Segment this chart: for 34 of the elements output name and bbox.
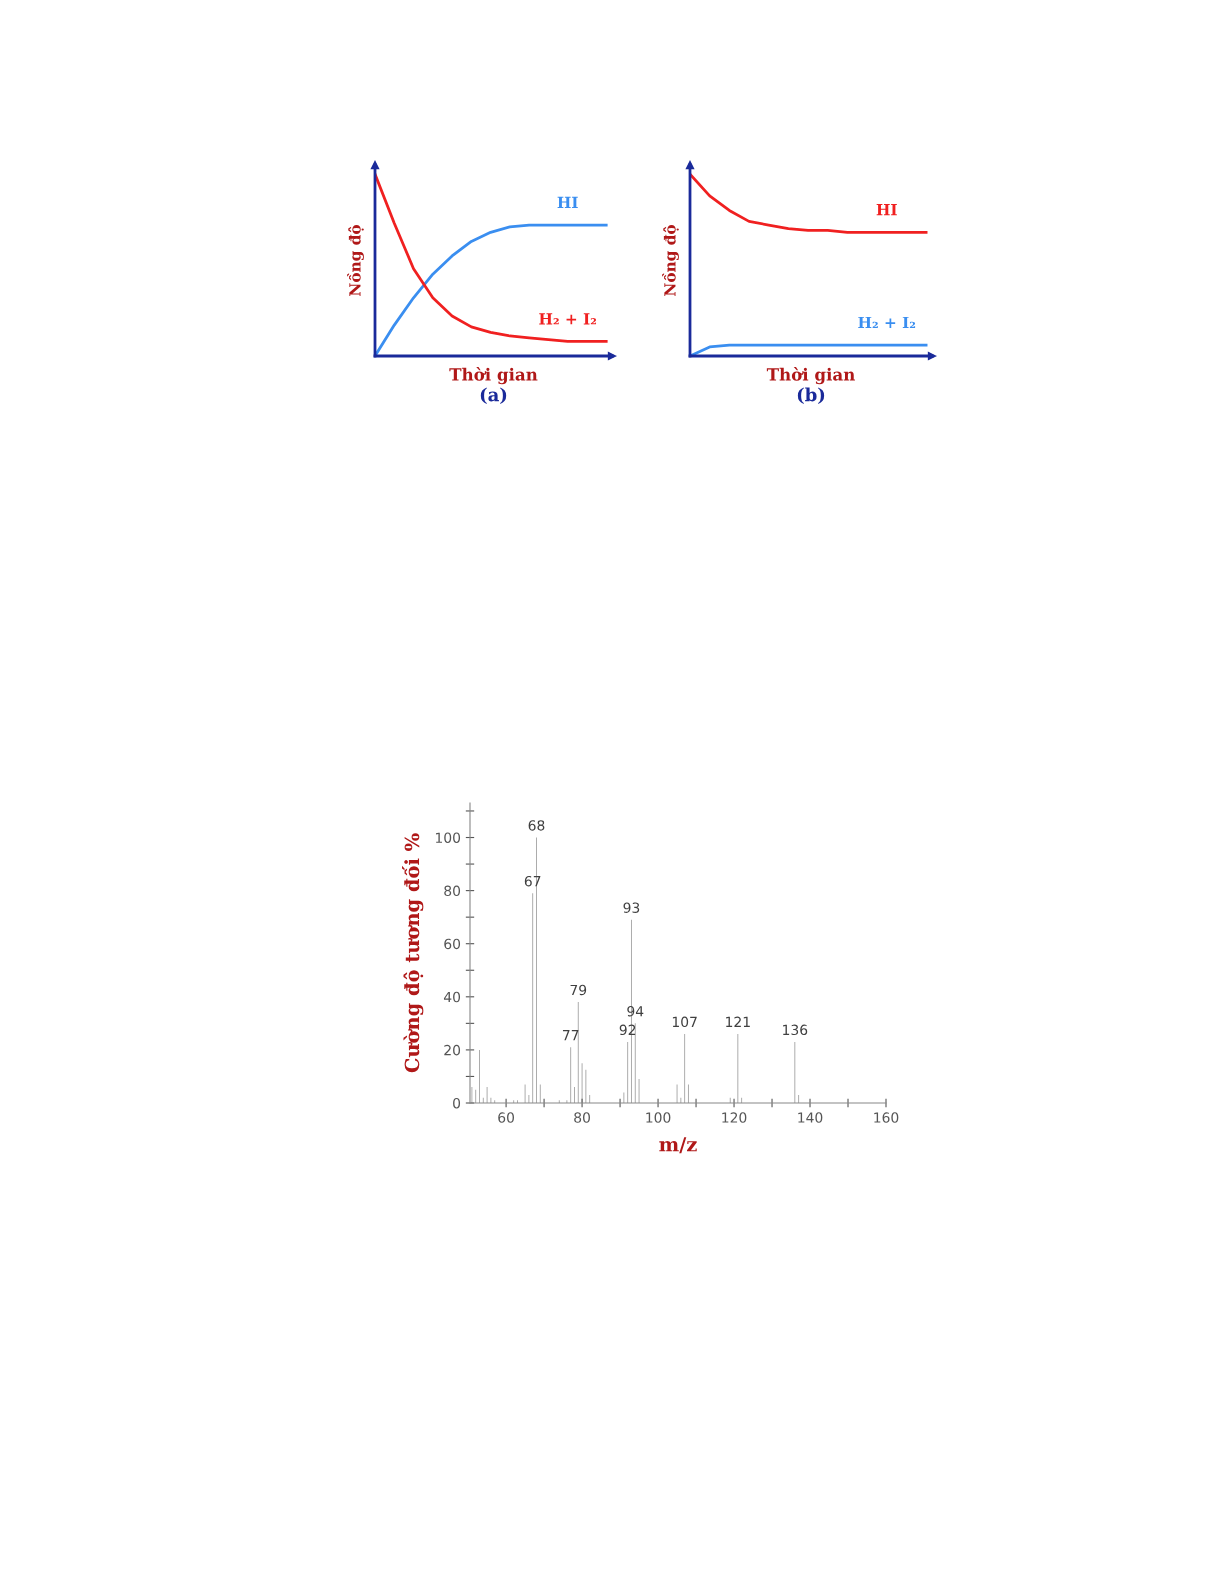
text: (b) bbox=[797, 387, 825, 404]
x-tick-label: 160 bbox=[874, 1112, 899, 1123]
y-tick-label: 0 bbox=[453, 1097, 461, 1109]
x-axis-title: Thời gian bbox=[766, 367, 855, 385]
annotation: H₂ + I₂ bbox=[539, 313, 597, 325]
y-tick-label: 80 bbox=[444, 885, 461, 897]
annotation: 93 bbox=[623, 902, 640, 913]
y-tick-label: 20 bbox=[444, 1044, 461, 1056]
x-tick-label: 140 bbox=[798, 1112, 823, 1123]
x-axis-title: m/z bbox=[659, 1137, 697, 1154]
text: (a) bbox=[480, 387, 507, 404]
x-axis-title: Thời gian bbox=[449, 367, 538, 385]
annotation: 68 bbox=[528, 820, 545, 831]
x-tick-label: 100 bbox=[646, 1112, 671, 1123]
y-tick-label: 60 bbox=[444, 938, 461, 950]
annotation: 94 bbox=[627, 1005, 644, 1017]
annotation: 79 bbox=[570, 984, 587, 996]
annotation: 77 bbox=[562, 1030, 579, 1041]
annotation: 92 bbox=[619, 1024, 636, 1036]
y-axis-title: Nồng độ bbox=[662, 225, 679, 296]
annotation: HI bbox=[557, 196, 578, 208]
y-tick-label: 40 bbox=[443, 991, 461, 1003]
y-axis-title: Nồng độ bbox=[347, 225, 364, 296]
y-axis-title: Cường độ tương đối % bbox=[402, 833, 424, 1073]
x-tick-label: 120 bbox=[722, 1112, 747, 1123]
annotation: 121 bbox=[726, 1016, 750, 1027]
x-tick-label: 60 bbox=[498, 1112, 515, 1123]
annotation: 67 bbox=[524, 875, 541, 887]
x-tick-label: 80 bbox=[574, 1112, 590, 1123]
annotation: H₂ + I₂ bbox=[858, 316, 916, 329]
annotation: 107 bbox=[672, 1016, 697, 1028]
y-tick-label: 100 bbox=[435, 832, 461, 843]
annotation: HI bbox=[876, 204, 897, 216]
annotation: 136 bbox=[783, 1024, 808, 1036]
